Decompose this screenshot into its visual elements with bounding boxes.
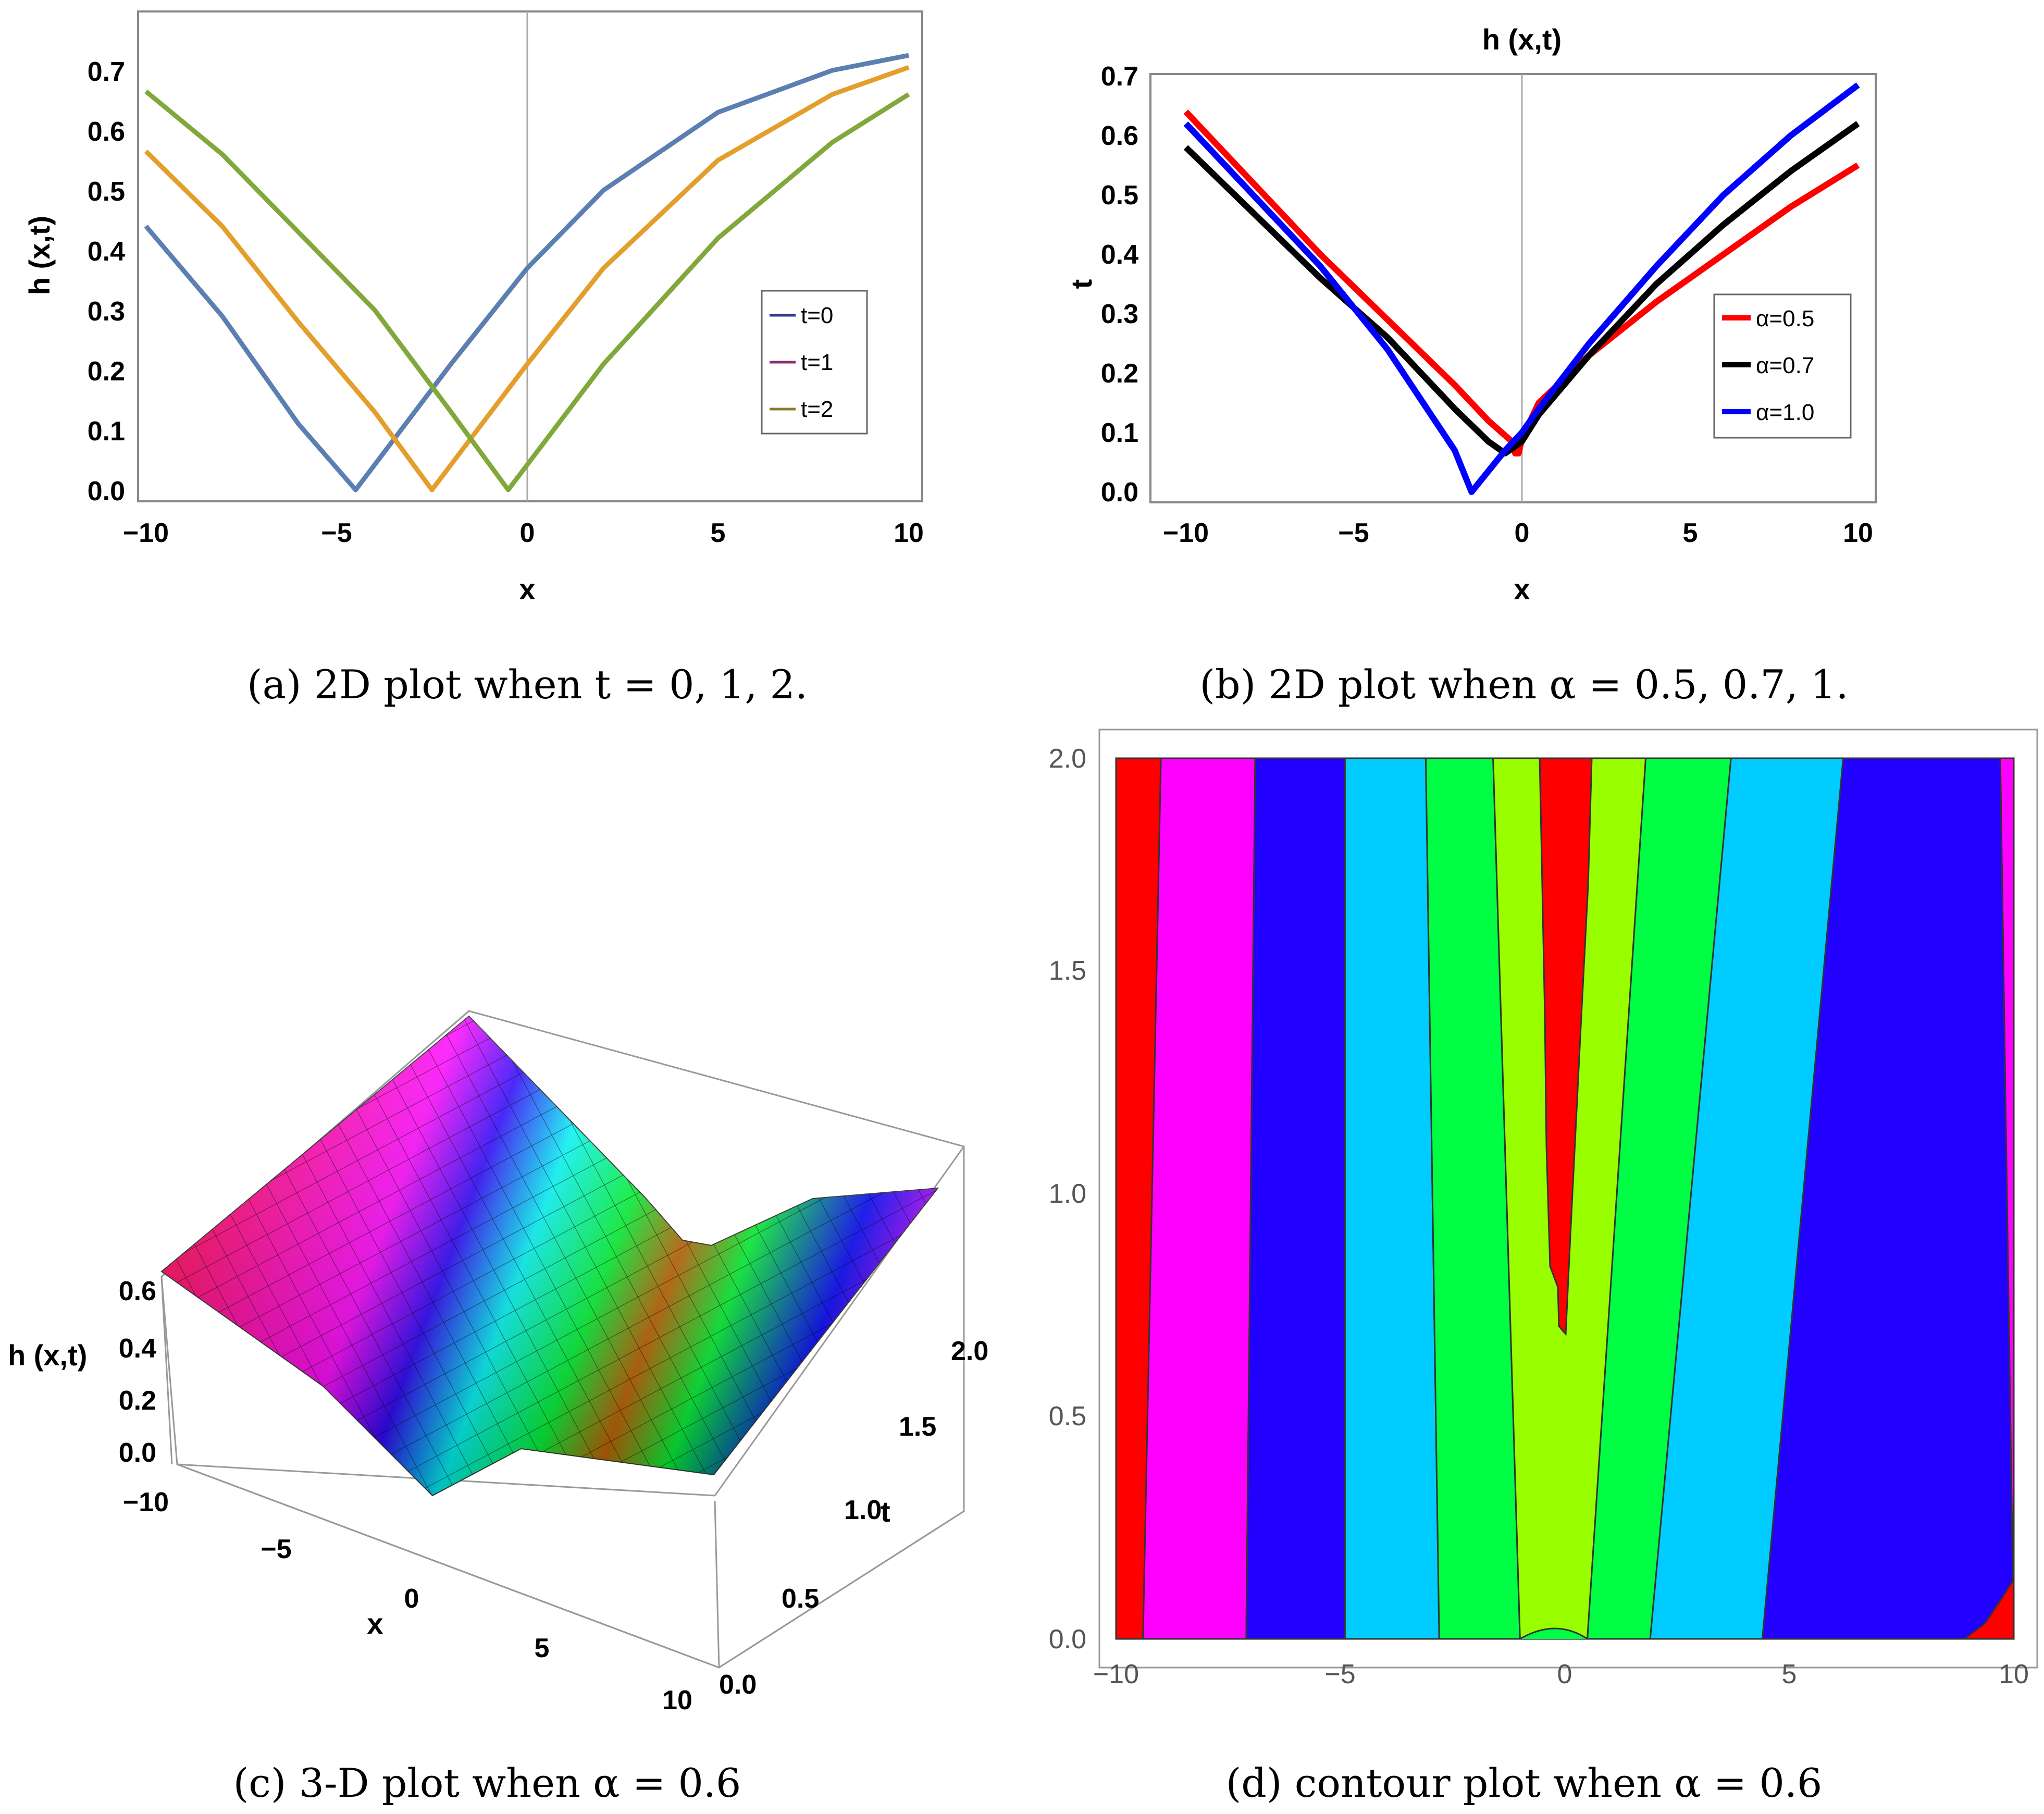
panel-c-ttick: 1.5: [899, 1412, 936, 1442]
panel-a-legend-label: t=0: [801, 303, 833, 328]
panel-a-xtick: 0: [520, 518, 535, 548]
panel-b-ytick: 0.5: [1101, 180, 1138, 211]
panel-a-legend-label: t=2: [801, 397, 833, 422]
panel-a-ytick: 0.7: [88, 57, 125, 87]
panel-b-xtick: 0: [1515, 518, 1530, 548]
panel-d-band-9: [1999, 757, 2015, 1639]
panel-d-ytick: 0.0: [1049, 1624, 1086, 1655]
panel-c-xtick: 10: [662, 1685, 692, 1716]
panel-c-tlabel: t: [881, 1495, 890, 1528]
panel-b-xtick: 10: [1843, 518, 1873, 548]
panel-d-bands-group: [1115, 757, 2015, 1640]
panel-b-ytick: 0.6: [1101, 121, 1138, 151]
panel-b-xtick: 5: [1683, 518, 1698, 548]
panel-b-series-α=0.7: [1183, 121, 1860, 456]
panel-d-xtick: −5: [1324, 1659, 1355, 1689]
panel-a-series-t=0: [144, 53, 909, 492]
panel-c-ttick: 1.0: [844, 1495, 882, 1525]
panel-d-corner-patch: [1962, 1576, 2015, 1640]
panel-b-caption: (b) 2D plot when α = 0.5, 0.7, 1.: [1199, 661, 1848, 708]
panel-b-ylabel: t: [1065, 279, 1098, 289]
panel-d-ytick: 1.5: [1049, 956, 1086, 986]
panel-c-ztick: 0.2: [119, 1386, 156, 1416]
panel-a-chart: −10 −5 0 5 10 0.0 0.1 0.2 0.3 0.4 0.5 0.…: [23, 10, 924, 708]
panel-a-ytick: 0.6: [88, 117, 125, 147]
panel-a-xlabel: x: [519, 573, 535, 606]
panel-a-series-t=2: [144, 89, 910, 492]
panel-b-ytick: 0.1: [1101, 418, 1138, 448]
panel-d-caption: (d) contour plot when α = 0.6: [1226, 1760, 1823, 1806]
panel-b-series-group: [1183, 82, 1860, 495]
panel-d-band-2: [1245, 757, 1346, 1640]
panel-b-ytick: 0.0: [1101, 477, 1138, 508]
panel-c-zlabel: h (x,t): [8, 1339, 87, 1372]
panel-a-ytick: 0.3: [88, 297, 125, 327]
panel-b-ytick: 0.4: [1101, 240, 1138, 270]
panel-c-xtick: −5: [261, 1534, 291, 1564]
panel-b-chart: h (x,t) −10 −5 0 5 10 0.0 0.1 0.2 0.3 0.…: [1065, 23, 1877, 708]
panel-c-xtick: −10: [123, 1487, 169, 1517]
panel-d-xtick: −10: [1093, 1659, 1139, 1689]
panel-c-caption: (c) 3-D plot when α = 0.6: [233, 1760, 741, 1806]
panel-a-series-group: [144, 53, 910, 492]
panel-a-ytick: 0.0: [88, 476, 125, 507]
panel-a-ytick: 0.5: [88, 177, 125, 207]
panel-b-xtick: −5: [1338, 518, 1369, 548]
panel-c-ztick: 0.0: [119, 1438, 156, 1468]
panel-a-xtick: −10: [123, 518, 169, 548]
panel-b-xtick: −10: [1163, 518, 1209, 548]
panel-b-ytick: 0.2: [1101, 359, 1138, 389]
panel-a-caption: (a) 2D plot when t = 0, 1, 2.: [247, 661, 808, 708]
panel-c-front-edge: [177, 1463, 964, 1669]
panel-b-legend-label: α=1.0: [1756, 400, 1814, 425]
panel-d-band-3: [1344, 757, 1440, 1640]
panel-c-xlabel: x: [367, 1607, 383, 1640]
panel-d-xtick: 10: [1999, 1659, 2029, 1689]
panel-a-xtick: 5: [711, 518, 726, 548]
panel-c-ttick: 2.0: [951, 1336, 988, 1366]
panel-b-ytick: 0.3: [1101, 299, 1138, 329]
panel-a-ytick: 0.4: [88, 237, 125, 267]
panel-c-xtick: 5: [535, 1633, 550, 1663]
panel-a-ytick: 0.1: [88, 416, 125, 447]
panel-c-surface-mesh: [162, 1016, 938, 1496]
panel-c-xtick: 0: [404, 1584, 419, 1614]
panel-d-xtick: 0: [1557, 1659, 1572, 1689]
panel-b-title: h (x,t): [1482, 23, 1562, 56]
panel-d-band-1: [1142, 757, 1256, 1640]
panel-c-ttick: 0.5: [782, 1584, 819, 1614]
panel-b-series-α=0.5: [1183, 109, 1860, 456]
panel-d-ytick: 1.0: [1049, 1179, 1086, 1209]
panel-d-ytick: 2.0: [1049, 744, 1086, 774]
panel-c-ztick: 0.4: [119, 1334, 156, 1364]
panel-a-xtick: −5: [321, 518, 352, 548]
panel-a-ytick: 0.2: [88, 356, 125, 387]
panel-b-xlabel: x: [1514, 573, 1530, 606]
panel-c-ztick: 0.6: [119, 1276, 156, 1306]
panel-d-xtick: 5: [1782, 1659, 1797, 1689]
panel-d-chart: −10 −5 0 5 10 0.0 0.5 1.0 1.5 2.0 (d) co…: [1049, 729, 2038, 1806]
panel-c-ttick: 0.0: [719, 1670, 757, 1700]
panel-b-series-α=1.0: [1183, 82, 1860, 495]
panel-b-legend-label: α=0.5: [1756, 306, 1814, 331]
panel-a-xtick: 10: [894, 518, 924, 548]
panel-d-ytick: 0.5: [1049, 1401, 1086, 1432]
panel-d-center-spike: [1539, 757, 1593, 1336]
panel-a-series-t=1: [144, 65, 910, 492]
panel-a-legend-label: t=1: [801, 350, 833, 375]
panel-b-ytick: 0.7: [1101, 61, 1138, 92]
panel-a-ylabel: h (x,t): [23, 216, 56, 295]
panel-d-band-bottom: [1519, 1627, 1588, 1640]
panel-b-legend-label: α=0.7: [1756, 353, 1814, 378]
panel-c-chart: 0.0 0.2 0.4 0.6 h (x,t) −10 −5 0 5 10 x …: [8, 1010, 988, 1806]
